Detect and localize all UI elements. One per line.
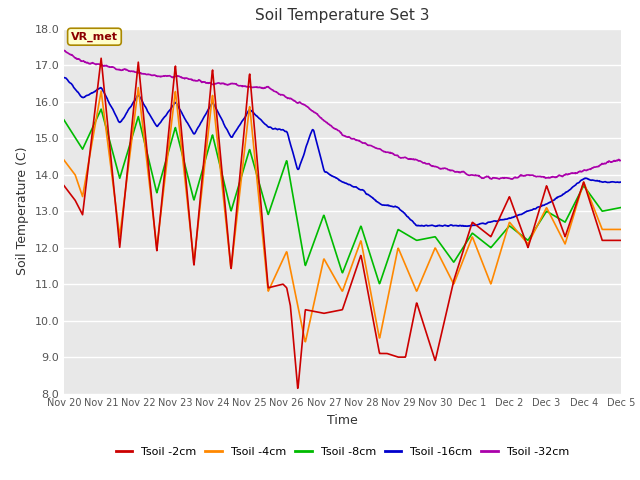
Y-axis label: Soil Temperature (C): Soil Temperature (C)	[16, 147, 29, 276]
Title: Soil Temperature Set 3: Soil Temperature Set 3	[255, 9, 429, 24]
Legend: Tsoil -2cm, Tsoil -4cm, Tsoil -8cm, Tsoil -16cm, Tsoil -32cm: Tsoil -2cm, Tsoil -4cm, Tsoil -8cm, Tsoi…	[111, 442, 573, 461]
Text: VR_met: VR_met	[71, 32, 118, 42]
X-axis label: Time: Time	[327, 414, 358, 427]
